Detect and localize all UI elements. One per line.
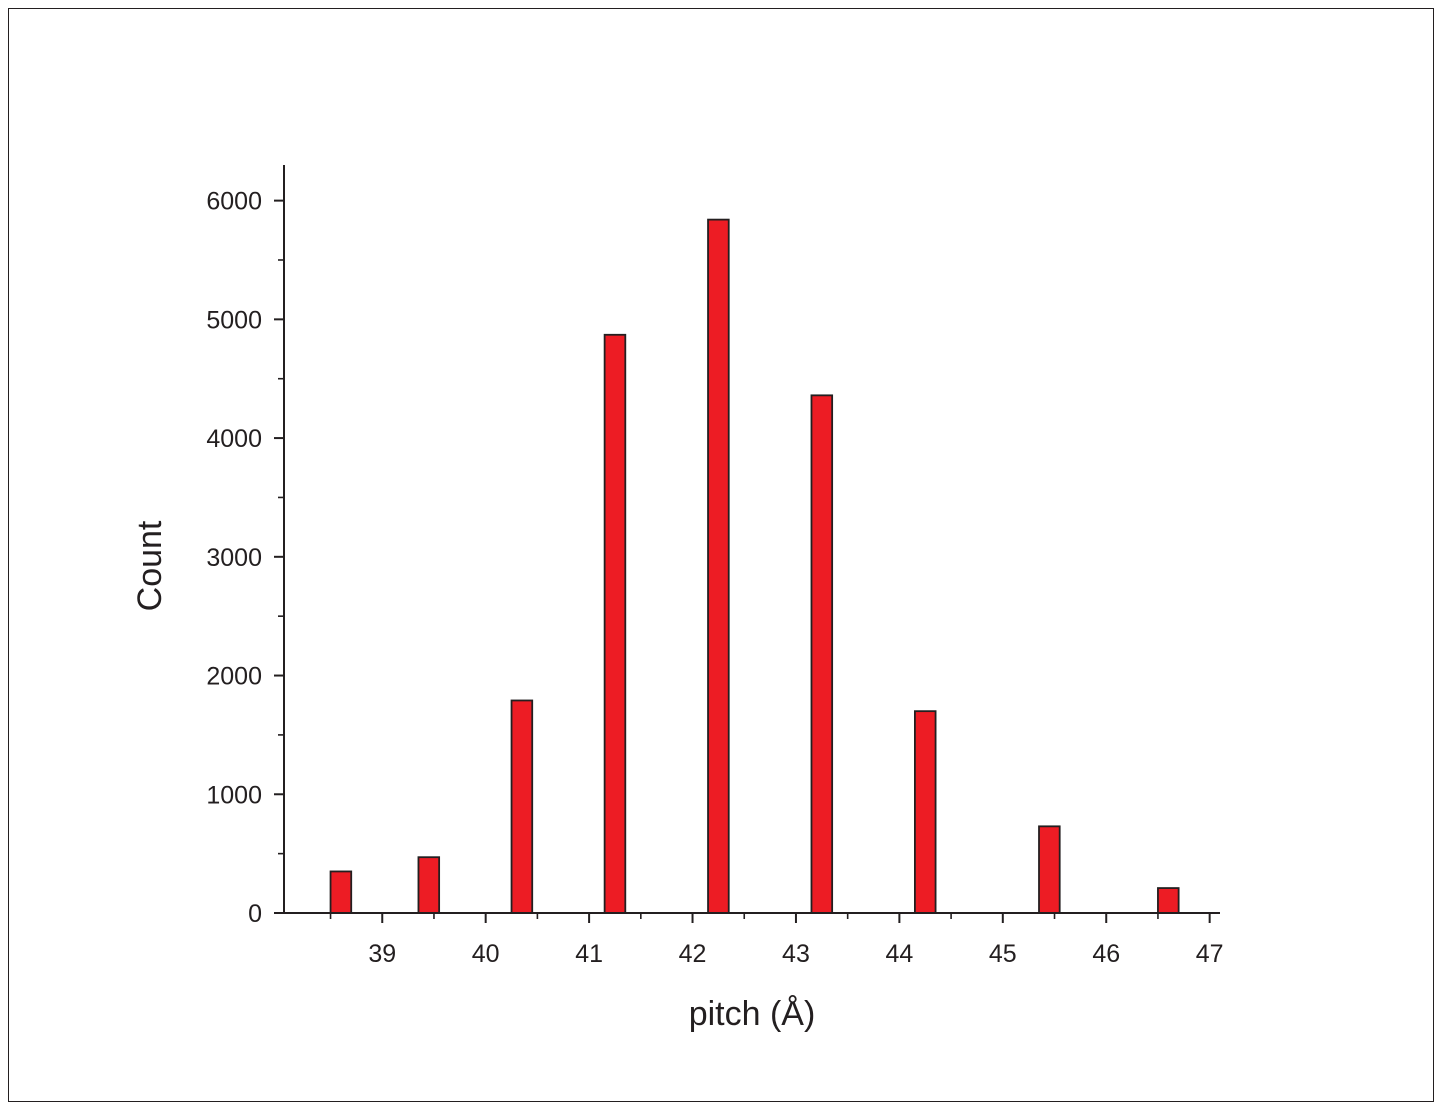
bar <box>329 870 353 914</box>
x-tick-label: 44 <box>885 940 913 968</box>
x-tick-label: 42 <box>679 940 707 968</box>
y-tick-label: 6000 <box>206 188 262 216</box>
tick-labels-group: 39 40 41 42 43 44 45 46 47 0 1000 2000 3000 4000 5000 6… <box>206 188 1223 968</box>
y-tick-label: 1000 <box>206 781 262 809</box>
bars-group <box>329 218 1180 914</box>
y-axis-title: Count <box>131 520 169 611</box>
y-tick-label: 2000 <box>206 663 262 691</box>
x-tick-label: 40 <box>472 940 500 968</box>
x-axis-title: pitch (Å) <box>689 995 816 1033</box>
x-tick-label: 43 <box>782 940 810 968</box>
bar <box>510 699 534 914</box>
y-tick-label: 0 <box>248 900 262 928</box>
bar <box>810 394 834 914</box>
x-tick-label: 41 <box>575 940 603 968</box>
y-tick-label: 3000 <box>206 544 262 572</box>
x-tick-label: 39 <box>368 940 396 968</box>
bar <box>603 333 627 914</box>
bar <box>913 710 937 914</box>
y-tick-label: 4000 <box>206 425 262 453</box>
x-tick-label: 45 <box>989 940 1017 968</box>
bar <box>417 856 441 914</box>
bar <box>707 218 730 914</box>
bar <box>1038 825 1061 914</box>
x-tick-label: 47 <box>1196 940 1224 968</box>
x-tick-label: 46 <box>1092 940 1120 968</box>
y-tick-label: 5000 <box>206 306 262 334</box>
bar <box>1157 887 1180 914</box>
axes-group <box>274 165 1220 923</box>
